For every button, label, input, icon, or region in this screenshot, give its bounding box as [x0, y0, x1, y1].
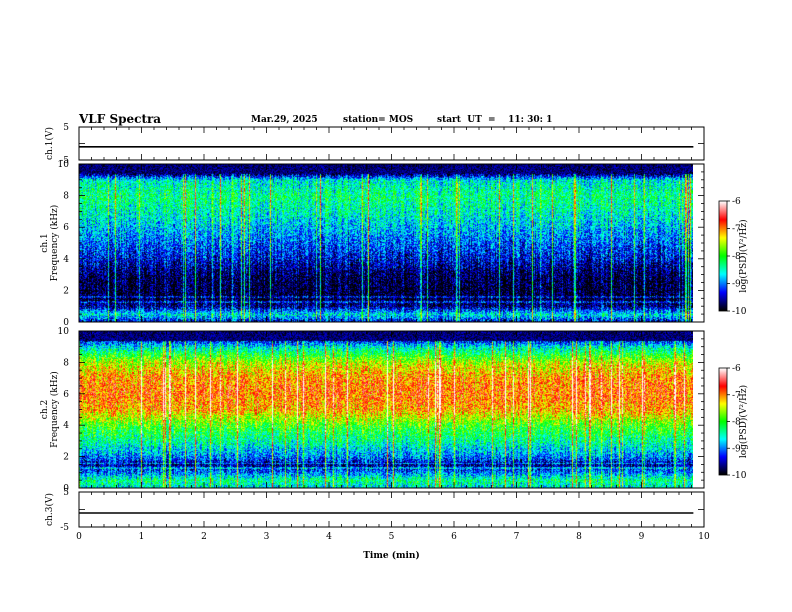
colorbar-tick-label: -7: [732, 391, 741, 401]
y-tick-label: 0: [63, 484, 69, 494]
y-axis-label: ch.1: [40, 233, 50, 252]
x-tick-label: 4: [326, 532, 332, 542]
y-axis-label: Frequency (kHz): [49, 371, 60, 448]
x-axis-label: Time (min): [363, 550, 420, 561]
y-axis-label: ch.3(V): [44, 493, 55, 526]
y-tick-label: 6: [63, 390, 69, 400]
colorbar-tick-label: -9: [732, 280, 741, 290]
header-start-time: start UT = 11: 30: 1: [437, 115, 552, 125]
colorbar-ch1: [719, 201, 727, 311]
x-tick-label: 7: [514, 532, 520, 542]
colorbar-tick-label: -6: [732, 364, 741, 374]
y-tick-label: 2: [63, 453, 69, 463]
colorbar-tick-label: -6: [732, 197, 741, 207]
x-tick-label: 0: [76, 532, 82, 542]
x-tick-label: 5: [389, 532, 395, 542]
x-tick-label: 10: [698, 532, 710, 542]
y-tick-label: 8: [63, 358, 69, 368]
colorbar-label: log(PSD)(V²/Hz): [738, 385, 749, 458]
x-tick-label: 8: [576, 532, 582, 542]
x-tick-label: 2: [201, 532, 207, 542]
axis-labels: -6 -7 -8 -9 -10 log(PSD)(V²/Hz) -6 -7 -8 -9 -10 log…: [40, 123, 749, 561]
header-station: station= MOS: [343, 115, 413, 125]
x-tick-label: 1: [139, 532, 145, 542]
colorbar-tick-label: -8: [732, 418, 741, 428]
colorbar-tick-label: -8: [732, 252, 741, 262]
y-tick-label: -5: [60, 156, 69, 166]
y-axis-label: ch.2: [40, 400, 50, 419]
colorbar-label: log(PSD)(V²/Hz): [738, 219, 749, 292]
figure-title: VLF Spectra: [78, 112, 161, 126]
colorbar-tick-label: -10: [732, 307, 747, 317]
colorbar-ch2: [719, 368, 727, 475]
y-tick-label: 8: [63, 192, 69, 202]
colorbar-tick-label: -7: [732, 225, 741, 235]
y-tick-label: -5: [60, 523, 69, 533]
axis-ticks: [78, 126, 730, 528]
y-tick-label: 2: [63, 286, 69, 296]
spectrogram-ch1: [79, 164, 693, 322]
x-tick-label: 6: [451, 532, 457, 542]
spectrogram-images: [79, 146, 727, 514]
colorbar-tick-label: -9: [732, 444, 741, 454]
y-tick-label: 0: [63, 318, 69, 328]
y-tick-label: 5: [63, 488, 69, 498]
y-tick-label: 4: [63, 421, 69, 431]
y-axis-label: Frequency (kHz): [49, 205, 60, 282]
y-tick-label: 5: [63, 123, 69, 133]
header-date: Mar.29, 2025: [251, 115, 318, 125]
y-tick-label: 4: [63, 255, 69, 265]
y-tick-label: 6: [63, 223, 69, 233]
colorbar-tick-label: -10: [732, 471, 747, 481]
y-tick-label: 10: [58, 327, 70, 337]
y-axis-label: ch.1(V): [44, 127, 55, 160]
x-tick-label: 9: [639, 532, 645, 542]
x-tick-label: 3: [264, 532, 270, 542]
y-tick-label: 10: [58, 160, 70, 170]
spectrogram-ch2: [79, 331, 693, 488]
